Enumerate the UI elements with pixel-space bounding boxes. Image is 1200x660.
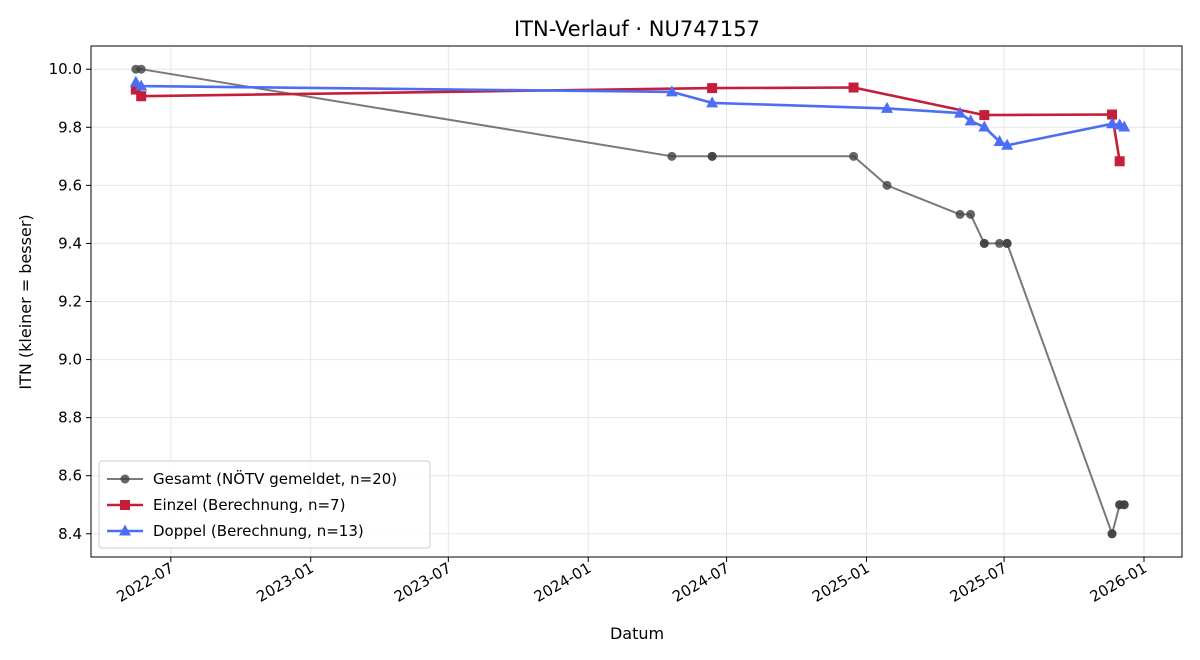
y-tick-label: 9.8	[58, 118, 82, 136]
data-point	[706, 96, 719, 108]
data-point	[881, 101, 894, 113]
y-tick-label: 9.0	[58, 351, 82, 369]
data-point	[1001, 138, 1014, 150]
y-tick-label: 9.2	[58, 293, 82, 311]
legend-marker	[120, 474, 130, 484]
data-point	[707, 83, 718, 94]
legend-label: Doppel (Berechnung, n=13)	[153, 522, 364, 540]
legend-item: Doppel (Berechnung, n=13)	[107, 522, 364, 540]
data-point	[1119, 500, 1129, 510]
data-point	[665, 85, 678, 97]
series-line	[135, 68, 1125, 535]
legend-box	[98, 460, 431, 549]
data-point	[849, 151, 859, 161]
legend: Gesamt (NÖTV gemeldet, n=20) Einzel (Bere…	[98, 460, 431, 549]
data-point	[993, 135, 1006, 147]
series-3	[129, 75, 1131, 150]
legend-marker	[119, 524, 131, 536]
y-tick-label: 9.4	[58, 234, 82, 252]
data-point	[1118, 120, 1131, 132]
data-point	[1002, 238, 1012, 248]
data-point	[955, 209, 965, 219]
legend-marker	[120, 500, 130, 510]
data-point	[978, 120, 991, 132]
data-point	[1114, 156, 1125, 167]
data-point	[1107, 109, 1118, 120]
y-axis-title: ITN (kleiner = besser)	[16, 214, 35, 389]
data-point	[1106, 117, 1119, 129]
x-axis-title: Datum	[610, 624, 664, 643]
y-tick-label: 8.4	[58, 525, 82, 543]
data-point	[848, 82, 859, 93]
y-tick-label: 9.6	[58, 176, 82, 194]
y-tick-label: 10.0	[49, 60, 82, 78]
data-point	[979, 110, 990, 121]
data-point	[953, 106, 966, 118]
data-point	[964, 114, 977, 126]
y-tick-label: 8.6	[58, 467, 82, 485]
series-1	[131, 64, 1129, 539]
data-point	[136, 64, 146, 74]
legend-item: Einzel (Berechnung, n=7)	[107, 496, 345, 514]
data-point	[882, 180, 892, 190]
series-lines	[129, 64, 1131, 539]
data-point	[979, 238, 989, 248]
data-point	[135, 79, 148, 91]
data-point	[995, 238, 1005, 248]
data-point	[707, 151, 717, 161]
y-tick-label: 8.8	[58, 409, 82, 427]
data-point	[1107, 529, 1117, 539]
data-point	[966, 209, 976, 219]
chart-title: ITN-Verlauf · NU747157	[514, 17, 760, 41]
data-point	[136, 91, 147, 102]
legend-label: Gesamt (NÖTV gemeldet, n=20)	[153, 469, 397, 488]
legend-label: Einzel (Berechnung, n=7)	[153, 496, 345, 514]
grid-lines	[91, 46, 1182, 557]
data-point	[667, 151, 677, 161]
legend-item: Gesamt (NÖTV gemeldet, n=20)	[107, 469, 397, 488]
